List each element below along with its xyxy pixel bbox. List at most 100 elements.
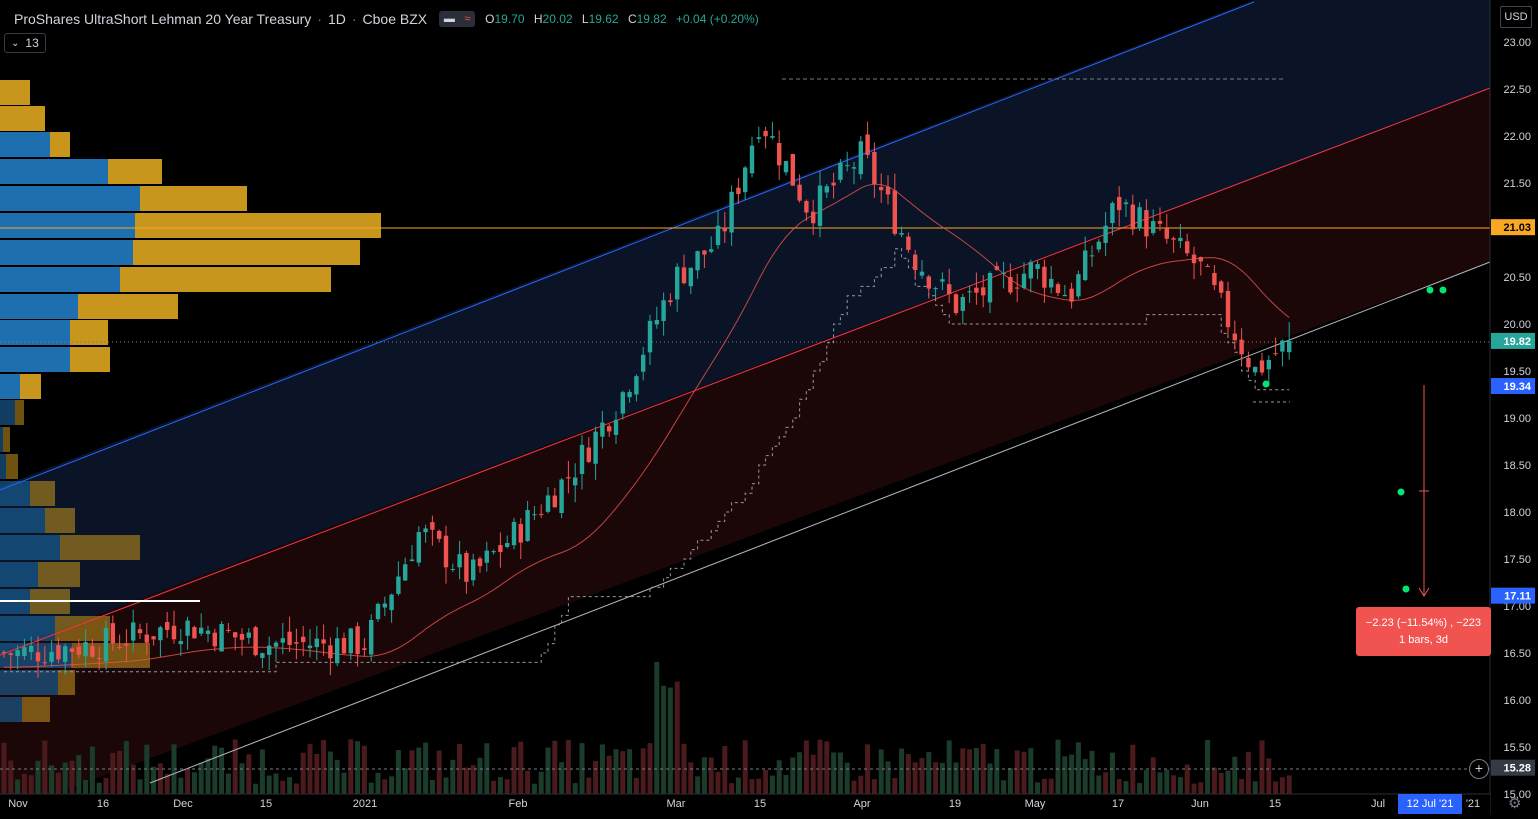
volume-profile-down — [70, 347, 110, 372]
exchange-label: Cboe BZX — [362, 11, 428, 27]
candle-body — [49, 651, 54, 662]
volume-bar — [164, 773, 170, 794]
channel-gray-line[interactable] — [149, 261, 1491, 784]
volume-bar — [593, 760, 599, 794]
volume-bar — [613, 749, 619, 794]
price-tick-label: 15.50 — [1503, 742, 1531, 754]
volume-profile-up — [0, 481, 30, 506]
candle-body — [314, 638, 319, 648]
candle-body — [1287, 340, 1292, 353]
volume-bar — [1205, 739, 1211, 794]
volume-bar — [1191, 783, 1197, 794]
volume-bar — [103, 777, 109, 794]
candle-body — [722, 227, 727, 232]
candle-body — [328, 645, 333, 659]
volume-bar — [1266, 758, 1272, 794]
volume-bar — [967, 749, 973, 794]
volume-bar — [1035, 782, 1041, 794]
price-label: 19.82 — [1503, 336, 1531, 348]
candle-body — [1273, 353, 1278, 355]
price-tick-label: 17.00 — [1503, 601, 1531, 613]
candle-body — [1, 652, 7, 654]
candle-body — [450, 568, 455, 570]
volume-bar — [1089, 750, 1095, 794]
candle-body — [29, 645, 34, 652]
candle-body — [681, 267, 687, 284]
price-label-bg — [1491, 378, 1535, 395]
measure-box[interactable]: −2.23 (−11.54%) , −223 1 bars, 3d — [1356, 607, 1491, 656]
volume-bar — [837, 752, 843, 794]
volume-bar — [15, 779, 21, 794]
volume-profile-down — [30, 481, 55, 506]
candle-body — [865, 134, 870, 155]
candle-body — [307, 645, 313, 649]
volume-bar — [395, 750, 401, 794]
candle-body — [1232, 333, 1237, 341]
volume-profile-up — [0, 508, 45, 533]
interval-label[interactable]: 1D — [327, 11, 346, 27]
candle-body — [838, 162, 843, 180]
volume-bar — [1001, 780, 1007, 794]
candle-body — [1076, 274, 1081, 297]
stair-line — [4, 248, 1290, 673]
price-tick-label: 20.00 — [1503, 319, 1531, 331]
projection-marks — [1253, 286, 1447, 597]
candle-body — [1042, 266, 1047, 288]
volume-bar — [769, 775, 775, 794]
volume-bar — [389, 776, 395, 794]
volume-profile-down — [140, 186, 247, 211]
candle-body — [906, 236, 911, 250]
candle-body — [464, 552, 469, 582]
candle-body — [613, 419, 619, 435]
indicator-toggle[interactable]: ⌄ 13 — [4, 33, 46, 53]
time-tick-label: '21 — [1466, 798, 1480, 810]
volume-profile-down — [20, 374, 41, 399]
price-label-bg — [1491, 587, 1535, 604]
chart-legend: ProShares UltraShort Lehman 20 Year Trea… — [14, 9, 759, 29]
legend-controls[interactable]: ▬ ≈ — [439, 11, 476, 27]
volume-bar — [491, 780, 497, 794]
candle-body — [403, 564, 408, 581]
volume-bar — [865, 744, 871, 794]
symbol-title[interactable]: ProShares UltraShort Lehman 20 Year Trea… — [14, 11, 312, 27]
chevron-down-icon: ⌄ — [11, 37, 20, 49]
volume-bar — [912, 762, 918, 794]
volume-bar — [375, 772, 381, 794]
candle-body — [260, 653, 265, 658]
candle-body — [90, 646, 95, 657]
volume-profile-down — [15, 400, 24, 425]
volume-bar — [1171, 775, 1177, 794]
volume-bar — [123, 741, 129, 794]
volume-bar — [416, 747, 422, 794]
legend-separator: · — [351, 11, 357, 27]
candle-body — [348, 628, 353, 654]
eye-icon[interactable]: ▬ — [443, 13, 455, 25]
currency-button[interactable]: USD — [1500, 6, 1532, 28]
plus-icon[interactable]: + — [1469, 759, 1489, 779]
settings-icon[interactable]: ≈ — [464, 13, 471, 25]
volume-bar — [450, 759, 456, 794]
volume-bar — [307, 744, 313, 794]
candle-body — [967, 291, 972, 293]
volume-bar — [1184, 764, 1190, 794]
candle-body — [913, 254, 918, 271]
candle-body — [777, 142, 782, 166]
gear-icon[interactable]: ⚙ — [1508, 795, 1522, 812]
candle-body — [1178, 237, 1183, 242]
volume-bar — [783, 774, 789, 794]
volume-bar — [1198, 782, 1204, 794]
candle-body — [63, 646, 68, 662]
legend-separator: · — [317, 11, 322, 27]
channel-blue-line[interactable] — [0, 1, 1255, 491]
volume-bar — [334, 759, 340, 794]
channel-red-line[interactable] — [0, 87, 1491, 656]
volume-bar — [899, 748, 905, 794]
candle-body — [389, 594, 394, 611]
candle-body — [226, 629, 231, 632]
candle-body — [1049, 278, 1054, 288]
candle-body — [396, 576, 401, 594]
candle-body — [783, 160, 789, 173]
